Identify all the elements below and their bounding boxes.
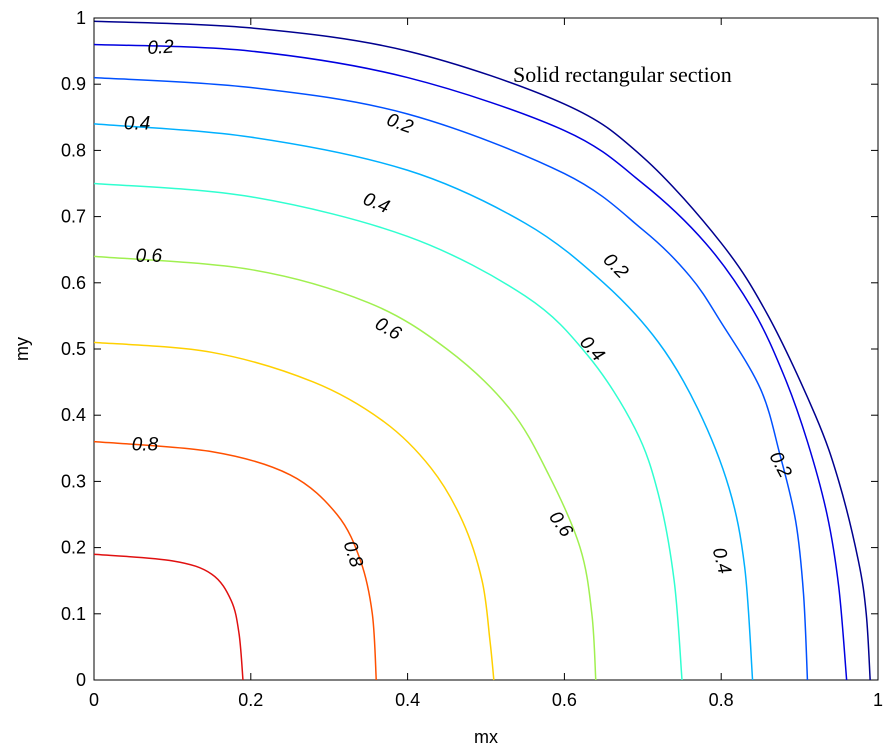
y-tick-label: 0.7 (61, 207, 86, 227)
contour-label: 0.8 (132, 434, 159, 455)
contour-line-0.4 (93, 123, 754, 681)
contour-line-0.8 (93, 440, 377, 681)
plot-area (93, 17, 879, 681)
x-axis-title: mx (474, 727, 498, 747)
contour-line-0.3 (93, 76, 809, 681)
y-tick-label: 0.2 (61, 538, 86, 558)
contour-label: 0.6 (136, 246, 163, 267)
x-tick-label: 1 (873, 690, 883, 710)
x-tick-label: 0.6 (552, 690, 577, 710)
contour-lines (93, 20, 871, 681)
x-tick-labels: 0 0.2 0.4 0.6 0.8 1 (89, 690, 883, 710)
y-tick-label: 0.5 (61, 339, 86, 359)
y-tick-label: 1 (76, 8, 86, 28)
contour-line-0.7 (93, 341, 495, 681)
x-tick-label: 0 (89, 690, 99, 710)
contour-label: 0.2 (147, 37, 175, 59)
y-tick-label: 0.6 (61, 273, 86, 293)
x-tick-label: 0.8 (709, 690, 734, 710)
contour-line-0.5 (93, 182, 683, 681)
contour-label: 0.4 (124, 113, 150, 134)
contour-line-0.2 (93, 43, 848, 681)
y-tick-label: 0.1 (61, 604, 86, 624)
x-tick-label: 0.4 (395, 690, 420, 710)
contour-line-0.1 (93, 20, 871, 681)
y-tick-label: 0.8 (61, 140, 86, 160)
y-tick-label: 0 (76, 670, 86, 690)
y-axis-title: my (12, 337, 32, 361)
y-tick-label: 0.9 (61, 74, 86, 94)
x-tick-label: 0.2 (238, 690, 263, 710)
contour-line-0.6 (93, 255, 597, 681)
contour-line-0.9 (93, 553, 244, 681)
chart-annotation: Solid rectangular section (513, 62, 732, 87)
y-tick-labels: 0 0.1 0.2 0.3 0.4 0.5 0.6 0.7 0.8 0.9 1 (61, 8, 86, 690)
y-tick-label: 0.4 (61, 405, 86, 425)
y-tick-label: 0.3 (61, 471, 86, 491)
axis-ticks (93, 17, 879, 681)
